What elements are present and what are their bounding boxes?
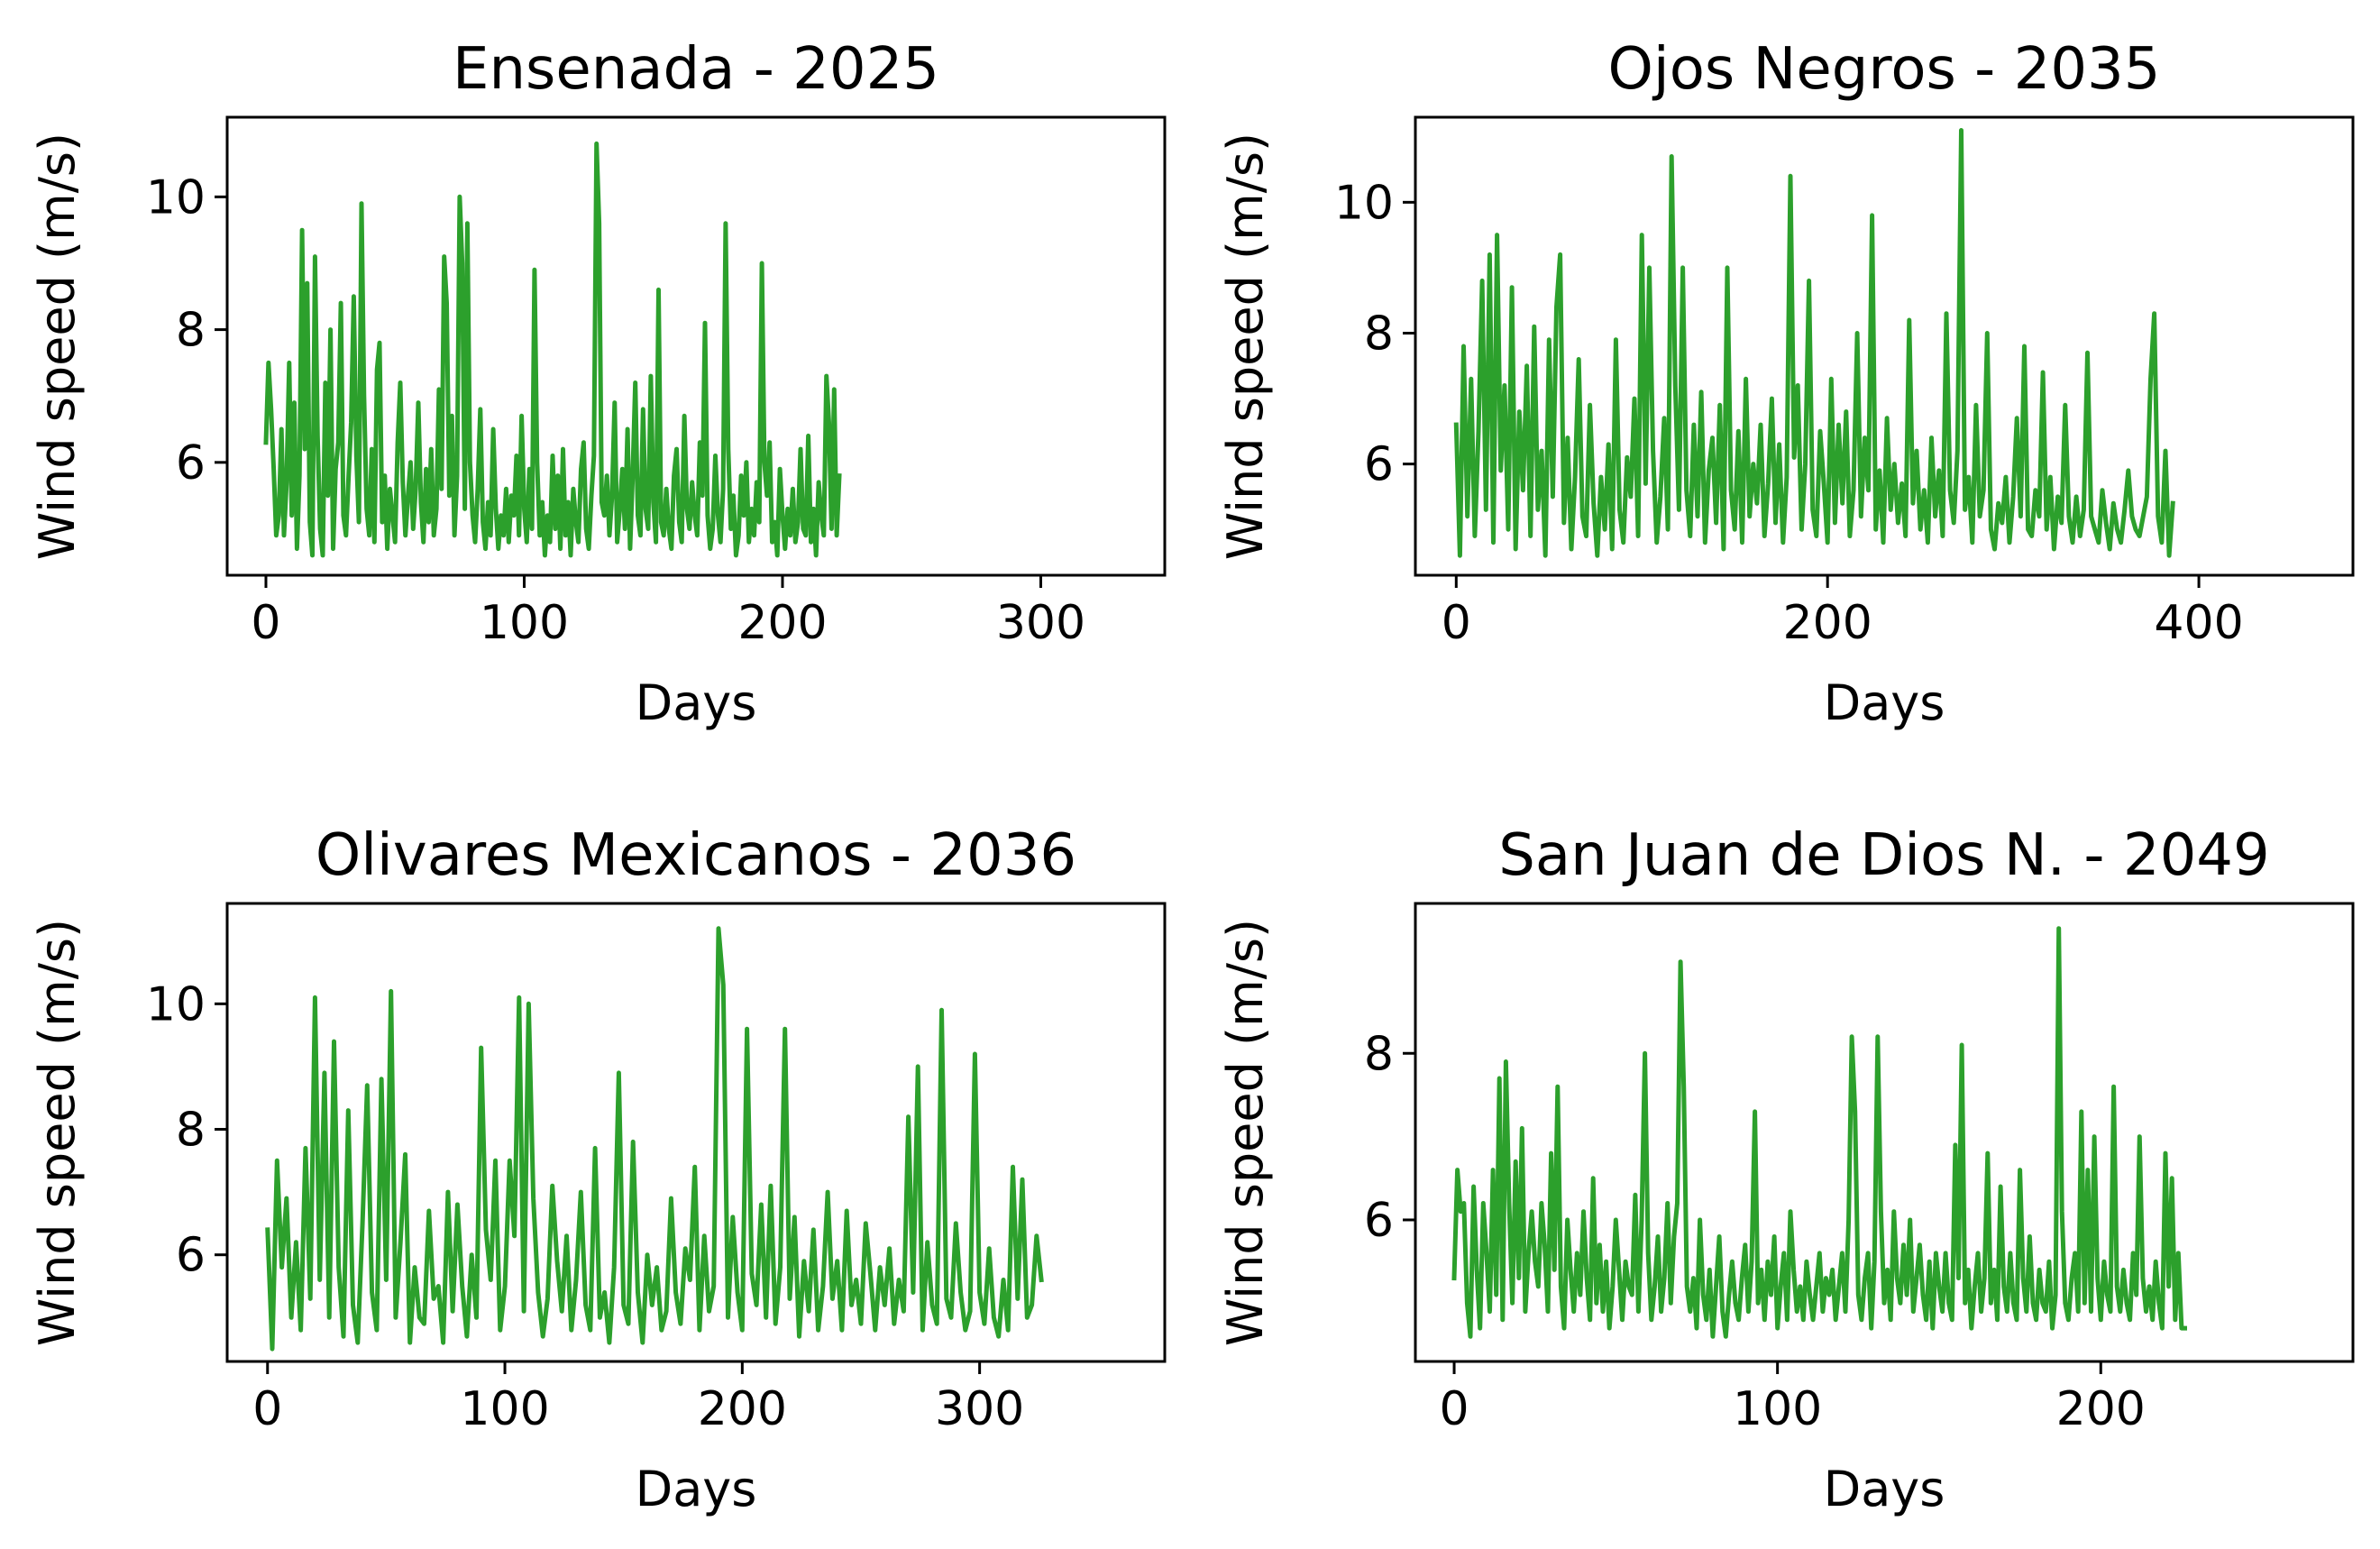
x-tick-label: 200 bbox=[2056, 1382, 2146, 1436]
x-axis-label: Days bbox=[636, 674, 757, 731]
series-line-1 bbox=[1451, 926, 2187, 1339]
y-tick-label: 10 bbox=[1334, 176, 1394, 230]
x-tick-label: 0 bbox=[1442, 596, 1471, 650]
y-tick-label: 6 bbox=[176, 436, 206, 490]
y-tick-label: 6 bbox=[1364, 438, 1394, 492]
y-tick-label: 10 bbox=[146, 170, 206, 225]
x-tick-label: 200 bbox=[1783, 596, 1872, 650]
chart-title: Olivares Mexicanos - 2036 bbox=[316, 822, 1076, 889]
y-tick-label: 8 bbox=[1364, 1027, 1394, 1081]
x-tick-label: 0 bbox=[252, 1382, 282, 1436]
y-tick-label: 6 bbox=[1364, 1194, 1394, 1248]
x-tick-label: 100 bbox=[1733, 1382, 1822, 1436]
x-tick-label: 0 bbox=[1439, 1382, 1469, 1436]
series-line-1 bbox=[263, 141, 842, 558]
subplot-2: 0 200 400 6 8 10 Ojos Negros - 2035 Days Wind sp… bbox=[1217, 36, 2355, 731]
y-tick-label: 6 bbox=[176, 1229, 206, 1283]
x-tick-label: 200 bbox=[698, 1382, 787, 1436]
x-axis-label: Days bbox=[1824, 1461, 1945, 1517]
x-tick-label: 300 bbox=[935, 1382, 1024, 1436]
axes-frame bbox=[225, 902, 1167, 1363]
x-tick-label: 200 bbox=[737, 596, 827, 650]
y-axis-label: Wind speed (m/s) bbox=[29, 133, 86, 560]
axes-frame bbox=[225, 115, 1167, 577]
subplot-3: 0 100 200 300 6 8 10 Olivares Mexicanos - 2036 D… bbox=[29, 822, 1167, 1517]
y-axis-label: Wind speed (m/s) bbox=[1217, 133, 1274, 560]
subplot-1: 0 100 200 300 6 8 10 Ensenada - 2025 Days Wind sp… bbox=[29, 36, 1167, 731]
y-tick-label: 10 bbox=[146, 977, 206, 1031]
x-axis-label: Days bbox=[636, 1461, 757, 1517]
chart-title: Ojos Negros - 2035 bbox=[1608, 36, 2161, 103]
x-tick-label: 100 bbox=[460, 1382, 549, 1436]
x-axis-label: Days bbox=[1824, 674, 1945, 731]
axes-frame bbox=[1414, 115, 2355, 577]
x-tick-label: 0 bbox=[251, 596, 280, 650]
chart-title: San Juan de Dios N. - 2049 bbox=[1498, 822, 2269, 889]
y-axis-label: Wind speed (m/s) bbox=[29, 919, 86, 1346]
y-axis-label: Wind speed (m/s) bbox=[1217, 919, 1274, 1346]
series-line-1 bbox=[1453, 128, 2175, 558]
x-tick-label: 400 bbox=[2154, 596, 2243, 650]
axes-frame bbox=[1414, 902, 2355, 1363]
y-tick-label: 8 bbox=[1364, 307, 1394, 361]
y-tick-label: 8 bbox=[176, 1104, 206, 1158]
x-tick-label: 100 bbox=[480, 596, 569, 650]
x-tick-label: 300 bbox=[996, 596, 1085, 650]
y-tick-label: 8 bbox=[176, 304, 206, 358]
subplot-4: 0 100 200 6 8 San Juan de Dios N. - 2049 Days W… bbox=[1217, 822, 2355, 1517]
series-line-1 bbox=[265, 926, 1044, 1352]
chart-title: Ensenada - 2025 bbox=[453, 36, 939, 103]
